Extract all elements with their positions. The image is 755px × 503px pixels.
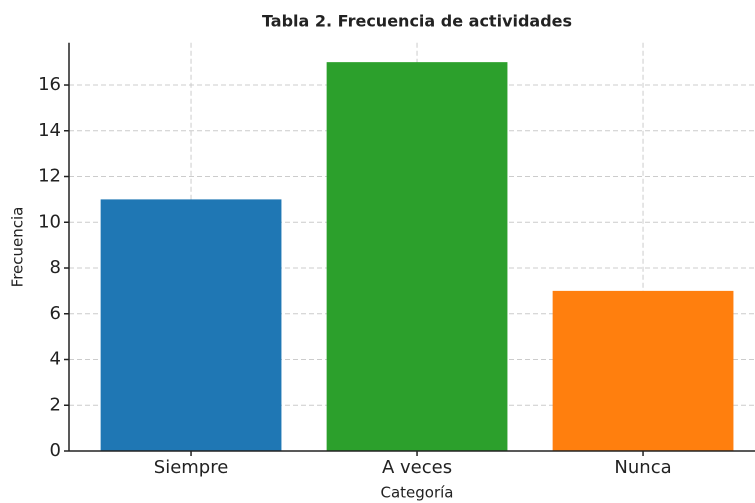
x-tick-label: Siempre bbox=[154, 457, 229, 478]
chart-title: Tabla 2. Frecuencia de actividades bbox=[262, 12, 572, 31]
y-tick-label: 6 bbox=[50, 303, 61, 324]
y-tick-label: 10 bbox=[38, 211, 61, 232]
y-tick-label: 2 bbox=[50, 394, 61, 415]
x-axis-label: Categoría bbox=[380, 484, 453, 502]
y-axis-label: Frecuencia bbox=[9, 207, 27, 288]
y-tick-label: 4 bbox=[50, 349, 61, 370]
y-tick-label: 14 bbox=[38, 120, 61, 141]
bar bbox=[100, 199, 282, 451]
y-tick-label: 12 bbox=[38, 166, 61, 187]
y-tick-label: 16 bbox=[38, 74, 61, 95]
bar bbox=[326, 62, 508, 452]
x-tick-label: A veces bbox=[382, 457, 452, 478]
x-tick-label: Nunca bbox=[614, 457, 671, 478]
y-tick-label: 0 bbox=[50, 440, 61, 461]
bar bbox=[552, 290, 734, 451]
y-tick-label: 8 bbox=[50, 257, 61, 278]
